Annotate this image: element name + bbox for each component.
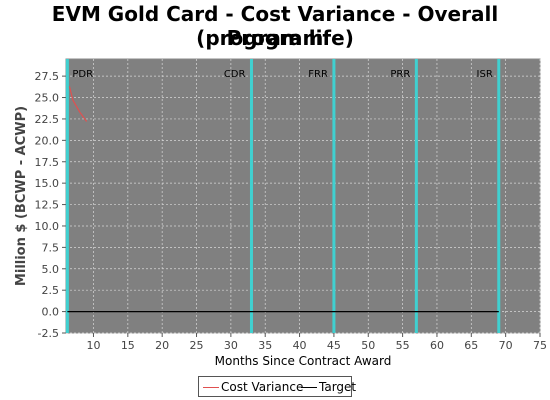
plot-area	[65, 58, 541, 334]
x-tick-label: 30	[224, 339, 238, 352]
y-tick-label: 27.5	[35, 70, 60, 83]
x-tick-label: 20	[155, 339, 169, 352]
y-tick-label: 10.0	[35, 220, 60, 233]
legend-swatch-cost-variance	[203, 387, 219, 388]
milestone-label: PRR	[390, 69, 410, 80]
x-tick-label: 70	[499, 339, 513, 352]
x-tick-label: 45	[327, 339, 341, 352]
y-tick-label: 0.0	[42, 306, 60, 319]
legend-label-cost-variance: Cost Variance	[221, 380, 304, 394]
x-tick-label: 75	[533, 339, 547, 352]
x-tick-label: 40	[293, 339, 307, 352]
y-tick-label: 22.5	[35, 113, 60, 126]
series-cost-variance	[68, 86, 88, 122]
x-tick-label: 60	[430, 339, 444, 352]
x-tick-label: 55	[396, 339, 410, 352]
y-tick-label: -2.5	[38, 327, 59, 340]
x-tick-label: 65	[464, 339, 478, 352]
y-tick-label: 25.0	[35, 92, 60, 105]
y-tick-label: 20.0	[35, 134, 60, 147]
x-tick-label: 50	[361, 339, 375, 352]
milestone-label: FRR	[308, 69, 328, 80]
x-tick-label: 10	[86, 339, 100, 352]
y-axis-label: Million $ (BCWP - ACWP)	[14, 106, 29, 286]
legend-swatch-target	[301, 387, 317, 388]
legend-label-target: Target	[319, 380, 357, 394]
y-tick-label: 15.0	[35, 177, 60, 190]
x-tick-label: 35	[258, 339, 272, 352]
legend: Cost Variance Target	[198, 376, 356, 397]
x-tick-label: 25	[190, 339, 204, 352]
y-tick-label: 5.0	[42, 263, 60, 276]
milestone-label: CDR	[224, 69, 246, 80]
chart-svg: 10 15 20 25 30 35 40 45 50 55 60 65 70 75 -2.5 0.0 2.5 5.…	[14, 58, 547, 368]
x-axis-label: Months Since Contract Award	[215, 354, 392, 368]
y-tick-label: 12.5	[35, 199, 60, 212]
milestone-label: ISR	[477, 69, 493, 80]
y-tick-label: 17.5	[35, 156, 60, 169]
milestone-label: PDR	[72, 69, 93, 80]
y-tick-label: 7.5	[42, 241, 60, 254]
chart-subtitle: (program life)	[196, 26, 354, 50]
x-tick-label: 15	[121, 339, 135, 352]
chart-title: EVM Gold Card - Cost Variance - Overall …	[51, 2, 499, 50]
y-tick-label: 2.5	[42, 284, 60, 297]
